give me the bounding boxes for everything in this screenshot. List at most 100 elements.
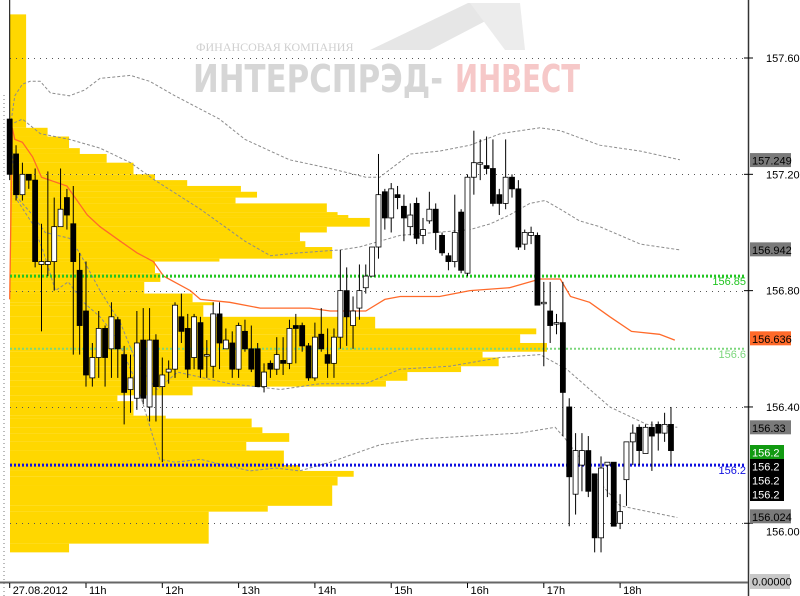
candle-body-bearish (229, 342, 236, 370)
candle-body-bearish (83, 310, 89, 376)
time-axis: 27.08.2012 11h 12h 13h 14h 15h 16h 17h 18h (9, 583, 641, 596)
candle (216, 302, 223, 370)
candle-body-bullish (89, 357, 96, 379)
volume-profile-bar (10, 180, 188, 186)
candle (362, 264, 369, 294)
volume-profile-bar (10, 395, 118, 402)
candle (203, 340, 210, 378)
candle (540, 281, 547, 367)
candle-body-bullish (57, 208, 64, 228)
candle-body-bullish (165, 368, 172, 373)
candle-body-bearish (267, 362, 274, 370)
candle (623, 441, 630, 506)
candle-body-bearish (140, 339, 147, 399)
candle-body-bearish (668, 424, 674, 451)
band-line (9, 118, 680, 257)
volume-profile-bar (10, 212, 338, 216)
candle-body-bearish (381, 191, 388, 219)
volume-profile-bar (10, 465, 300, 471)
candle-body-bullish (629, 432, 636, 443)
candle-body-bearish (496, 194, 503, 204)
candle (458, 209, 465, 274)
price-marker-box (750, 153, 791, 168)
company-logo-watermark: ФИНАНСОВАЯ КОМПАНИЯ ИНТЕРСПРЭД- ИНВЕСТ (193, 3, 580, 101)
price-marker-label: 156.942 (752, 245, 792, 257)
candle (394, 185, 401, 210)
candle (464, 174, 471, 277)
candle (401, 194, 407, 242)
volume-profile-bar (10, 485, 333, 506)
candle (515, 180, 522, 250)
candle (305, 342, 312, 381)
candle-body-bullish (451, 232, 458, 262)
time-tick-label: 11h (89, 585, 107, 596)
candle (32, 168, 39, 268)
candle (133, 310, 140, 410)
volume-profile-bar (10, 543, 70, 553)
candle-body-bullish (617, 511, 623, 524)
candle (89, 342, 96, 387)
candle-body-bullish (273, 354, 280, 370)
price-marker-label: 156.2 (752, 476, 780, 488)
price-tick-label: 156.40 (766, 402, 800, 414)
candle-body-bullish (261, 371, 267, 388)
price-tick-label: 157.60 (766, 53, 800, 65)
price-marker-label: 156.33 (752, 423, 786, 435)
candle-body-bearish (515, 188, 522, 248)
time-tick-label: 12h (165, 585, 183, 596)
candle (153, 334, 159, 422)
candle (528, 226, 534, 245)
candle (636, 424, 643, 466)
candle-body-bearish (458, 211, 465, 271)
candle-body-bullish (44, 261, 51, 265)
price-marker-box (750, 473, 784, 487)
volume-profile-bar (10, 357, 499, 367)
candle (642, 424, 649, 454)
candle-body-bearish (153, 339, 159, 388)
candle (159, 357, 166, 463)
candle-body-bullish (540, 301, 547, 305)
candle-body-bullish (553, 322, 560, 325)
candle (610, 461, 617, 527)
price-axis: 157.60 157.20 156.80 156.40 156.00 (744, 53, 800, 538)
candle (521, 229, 528, 250)
candle (572, 433, 579, 515)
candle (102, 325, 108, 387)
candle (655, 421, 662, 451)
candle (381, 188, 388, 230)
time-tick-label: 27.08.2012 (13, 585, 68, 596)
price-tick-label: 156.80 (766, 286, 800, 298)
candle-body-bearish (483, 165, 490, 169)
volume-profile-bar (10, 334, 521, 343)
candle-body-bearish (413, 202, 420, 239)
candle-body-bearish (242, 330, 248, 350)
volume-profile-bar (10, 386, 193, 396)
candle-body-bullish (375, 194, 382, 248)
price-tick-label: 157.20 (766, 169, 800, 181)
candlesticks (6, 0, 674, 553)
candle-body-bearish (324, 354, 331, 364)
price-marker-box (750, 459, 784, 473)
candle-body-bullish (146, 339, 153, 408)
volume-profile-bar (10, 232, 300, 242)
volume-profile-bar (10, 476, 338, 486)
price-marker-box (750, 509, 791, 524)
candle (178, 293, 185, 343)
candle-body-bullish (210, 313, 217, 367)
volume-profile-bar (10, 258, 220, 262)
volume-profile-bar (10, 427, 263, 434)
candle-body-bullish (420, 229, 426, 236)
candle-body-bullish (579, 450, 585, 466)
candle (76, 252, 83, 355)
candle (311, 322, 318, 381)
candle-body-bearish (216, 313, 223, 344)
candle-body-bullish (407, 214, 414, 228)
candle (553, 313, 560, 335)
candle (604, 461, 611, 498)
candle-body-bullish (127, 377, 134, 390)
candle (140, 308, 147, 405)
candle-body-bearish (292, 325, 299, 329)
candle-body-bearish (6, 118, 13, 175)
candle-body-bearish (114, 319, 121, 350)
candle (83, 261, 89, 387)
